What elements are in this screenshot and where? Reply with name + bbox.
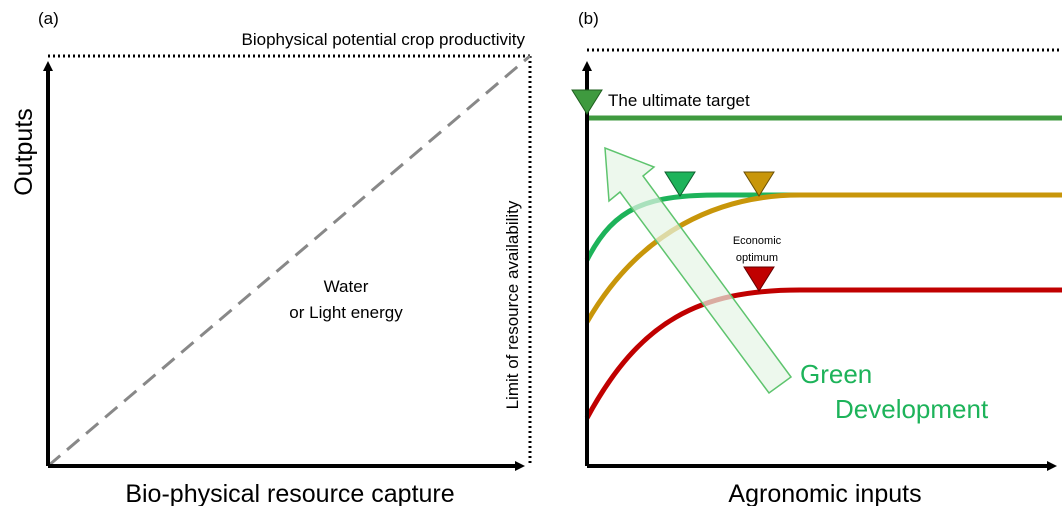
arrow-label: Development bbox=[835, 394, 989, 424]
diagonal bbox=[47, 54, 531, 468]
development-arrow bbox=[604, 146, 793, 395]
optimum-label: optimum bbox=[736, 252, 778, 264]
target-marker bbox=[571, 89, 603, 115]
panel-label: (b) bbox=[578, 9, 599, 28]
gold-marker bbox=[743, 171, 775, 197]
red-marker bbox=[743, 266, 775, 292]
gold-curve bbox=[584, 192, 1062, 324]
y-axis-label: Outputs bbox=[10, 108, 38, 196]
green-marker bbox=[664, 171, 696, 197]
panel-b: (b) The ultimate target Economic optimum… bbox=[571, 9, 1062, 506]
optimum-label: Economic bbox=[733, 235, 782, 247]
red-curve bbox=[584, 287, 1062, 420]
arrow-label: Green bbox=[800, 359, 872, 389]
limit-label: Limit of resource availability bbox=[503, 200, 522, 409]
target-label: The ultimate target bbox=[608, 91, 750, 110]
diagonal-label: or Light energy bbox=[289, 303, 403, 322]
x-axis-label: Bio-physical resource capture bbox=[125, 480, 454, 506]
top-label: Biophysical potential crop productivity bbox=[242, 30, 526, 49]
x-axis-label: Agronomic inputs bbox=[728, 480, 921, 506]
panel-label: (a) bbox=[38, 9, 59, 28]
diagonal-label: Water bbox=[324, 277, 369, 296]
panel-a: (a) Biophysical potential crop productiv… bbox=[10, 9, 532, 506]
